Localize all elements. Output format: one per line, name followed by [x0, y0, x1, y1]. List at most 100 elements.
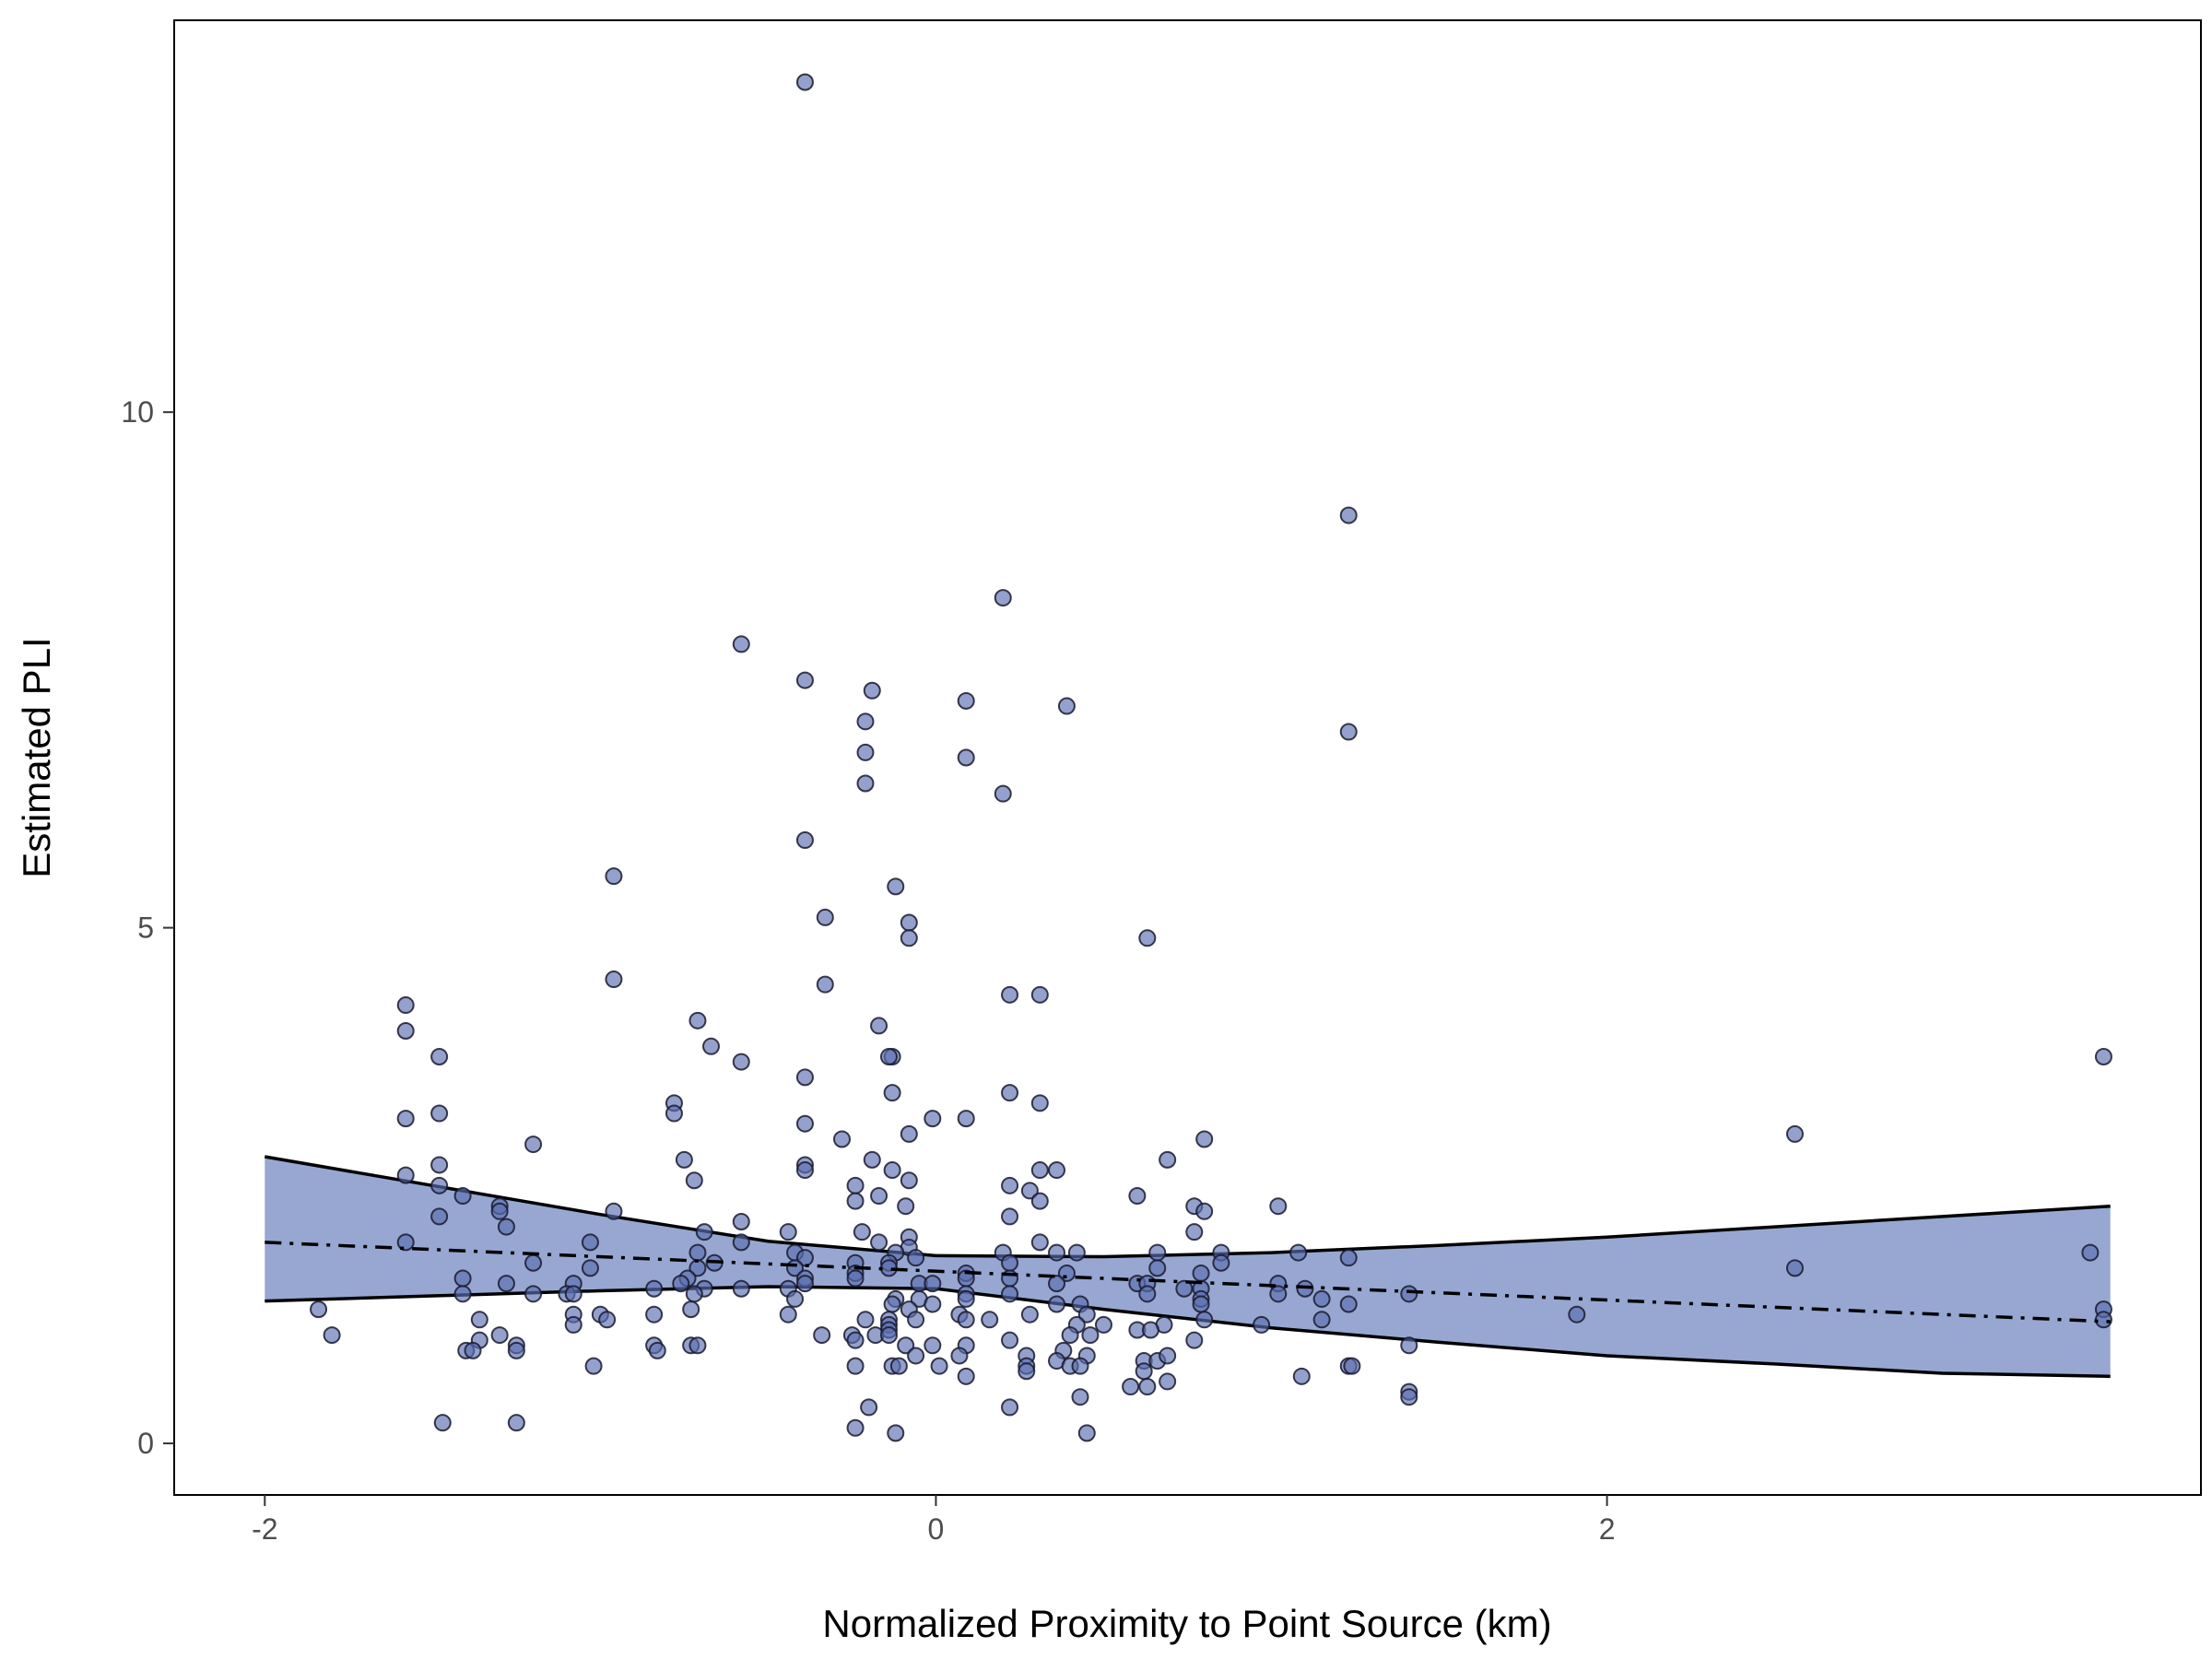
data-point: [860, 1398, 878, 1417]
ci-band-area: [265, 1157, 2111, 1377]
data-point: [732, 1212, 750, 1230]
data-point: [795, 1114, 814, 1133]
data-point: [675, 1150, 693, 1169]
data-point: [1001, 1398, 1019, 1417]
data-point: [1195, 1202, 1214, 1220]
data-point: [897, 1336, 915, 1355]
data-point: [430, 1156, 449, 1174]
data-point: [430, 1207, 449, 1226]
data-point: [856, 712, 875, 731]
data-points: [310, 73, 2112, 1442]
data-point: [1312, 1289, 1331, 1308]
x-axis-title: Normalized Proximity to Point Source (km…: [822, 1602, 1551, 1645]
data-point: [430, 1047, 449, 1065]
data-point: [846, 1176, 865, 1194]
data-point: [682, 1300, 700, 1319]
data-point: [816, 975, 834, 994]
data-point: [430, 1176, 449, 1194]
data-point: [688, 1336, 707, 1355]
data-point: [490, 1202, 509, 1220]
data-point: [924, 1336, 942, 1355]
data-point: [702, 1037, 721, 1055]
data-point: [907, 1347, 925, 1365]
data-point: [870, 1017, 888, 1035]
data-point: [1212, 1253, 1230, 1272]
data-point: [1020, 1182, 1039, 1200]
data-point: [900, 1171, 918, 1190]
data-point: [695, 1223, 713, 1241]
data-point: [1077, 1305, 1096, 1324]
data-point: [1001, 1285, 1019, 1303]
y-axis-title: Estimated PLI: [15, 637, 58, 877]
fit-line: [265, 1241, 2111, 1324]
data-point: [813, 1326, 831, 1345]
data-point: [688, 1243, 707, 1262]
data-point: [732, 635, 750, 653]
data-point: [1296, 1279, 1314, 1298]
data-point: [879, 1326, 898, 1345]
data-point: [497, 1275, 515, 1293]
data-point: [645, 1279, 664, 1298]
data-point: [1185, 1223, 1204, 1241]
x-axis: -2 0 2: [252, 1495, 1615, 1546]
data-point: [1148, 1243, 1167, 1262]
data-point: [795, 1249, 814, 1267]
data-point: [1122, 1378, 1140, 1396]
data-point: [883, 1084, 901, 1102]
data-point: [1192, 1264, 1210, 1282]
data-point: [863, 1150, 881, 1169]
data-point: [524, 1253, 543, 1272]
y-tick-label: 10: [121, 395, 154, 429]
data-point: [1048, 1243, 1066, 1262]
data-point: [1785, 1124, 1804, 1143]
data-point: [453, 1269, 472, 1288]
data-point: [795, 671, 814, 689]
data-point: [1785, 1259, 1804, 1277]
data-point: [795, 1161, 814, 1180]
data-point: [1001, 1331, 1019, 1349]
data-point: [1094, 1315, 1112, 1334]
data-point: [1138, 1285, 1157, 1303]
data-point: [1067, 1243, 1086, 1262]
data-point: [685, 1171, 703, 1190]
data-point: [1269, 1285, 1288, 1303]
data-point: [688, 1011, 707, 1030]
data-point: [1141, 1321, 1159, 1339]
data-point: [1312, 1311, 1331, 1329]
data-point: [396, 1166, 415, 1184]
data-point: [1159, 1347, 1177, 1365]
data-point: [1048, 1275, 1066, 1293]
data-point: [994, 589, 1012, 607]
data-point: [897, 1197, 915, 1216]
data-point: [433, 1414, 452, 1432]
data-point: [732, 1233, 750, 1252]
data-point: [786, 1289, 805, 1308]
data-point: [795, 831, 814, 850]
data-point: [1400, 1336, 1418, 1355]
data-point: [1185, 1331, 1204, 1349]
data-point: [1343, 1357, 1361, 1375]
data-point: [732, 1279, 750, 1298]
data-point: [1077, 1424, 1096, 1442]
data-point: [1192, 1295, 1210, 1313]
data-point: [887, 877, 905, 896]
data-point: [883, 1295, 901, 1313]
data-point: [2081, 1243, 2100, 1262]
data-point: [648, 1341, 666, 1359]
data-point: [1030, 985, 1049, 1004]
data-point: [396, 1233, 415, 1252]
x-tick-label: -2: [252, 1512, 277, 1546]
data-point: [1048, 1295, 1066, 1313]
data-point: [853, 1223, 871, 1241]
data-point: [1001, 1176, 1019, 1194]
data-point: [1081, 1326, 1100, 1345]
data-point: [1030, 1233, 1049, 1252]
data-point: [645, 1305, 664, 1324]
data-point: [957, 1367, 975, 1385]
data-point: [1292, 1367, 1311, 1385]
data-point: [930, 1357, 948, 1375]
data-point: [856, 774, 875, 793]
data-point: [732, 1053, 750, 1071]
data-point: [1018, 1362, 1036, 1381]
data-point: [870, 1233, 888, 1252]
